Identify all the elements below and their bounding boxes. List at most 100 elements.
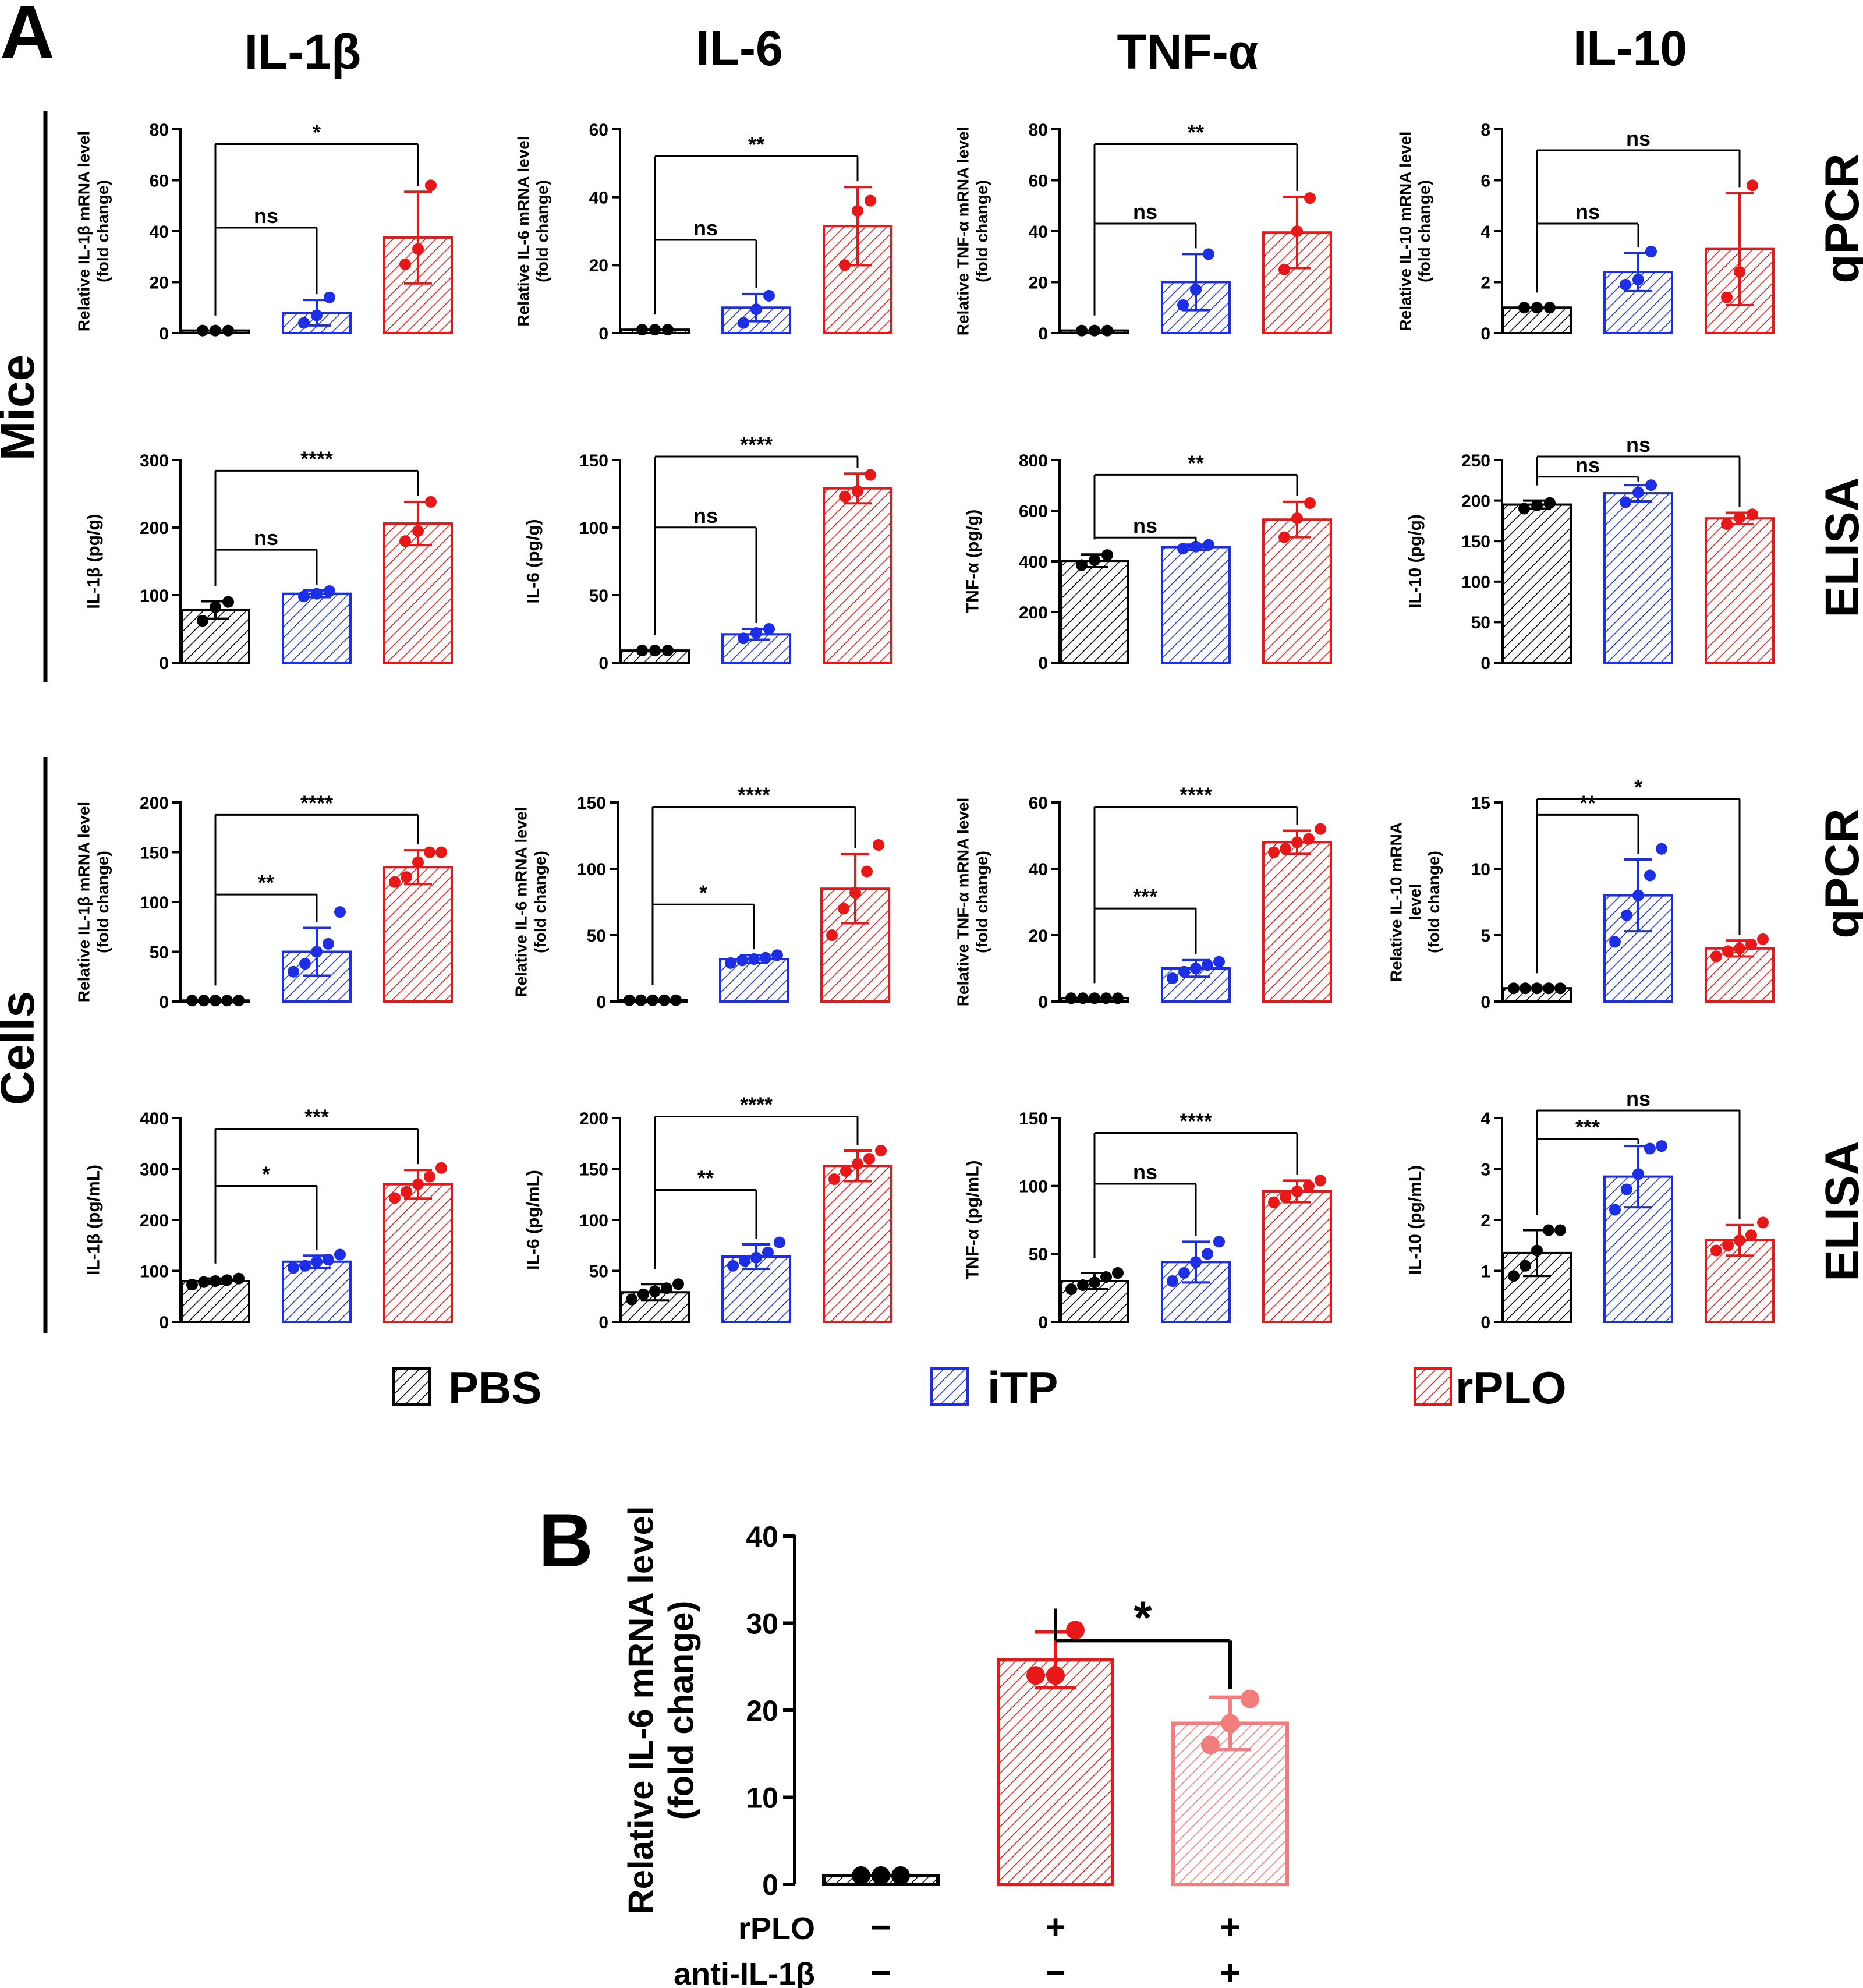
data-point bbox=[1066, 1621, 1085, 1640]
data-point bbox=[210, 995, 221, 1007]
y-tick-label: 50 bbox=[589, 586, 608, 606]
data-point bbox=[1747, 179, 1758, 192]
data-point bbox=[233, 1272, 245, 1285]
data-point bbox=[288, 1262, 299, 1274]
data-point bbox=[635, 994, 647, 1006]
significance-label: ns bbox=[1133, 1160, 1157, 1184]
bar-rplo bbox=[1262, 1190, 1332, 1323]
y-axis-label-line: IL-1β (pg/mL) bbox=[84, 1165, 104, 1275]
y-tick-label: 100 bbox=[140, 1262, 169, 1281]
y-axis-label-line: (fold change) bbox=[94, 851, 112, 953]
data-point bbox=[1315, 823, 1326, 835]
panel-label-b: B bbox=[539, 1498, 593, 1583]
data-point bbox=[1190, 284, 1202, 296]
y-tick-label: 15 bbox=[1471, 794, 1490, 813]
data-point bbox=[1089, 554, 1100, 566]
data-point bbox=[324, 585, 335, 597]
significance-label: ns bbox=[1575, 200, 1600, 224]
data-point bbox=[1213, 1236, 1225, 1248]
y-axis-label-line: TNF-α (pg/mL) bbox=[964, 1160, 983, 1279]
data-point bbox=[1531, 499, 1543, 511]
data-point bbox=[637, 1288, 649, 1300]
data-point bbox=[435, 1162, 447, 1174]
y-tick-label: 6 bbox=[1481, 171, 1490, 190]
significance-label: ns bbox=[693, 216, 718, 240]
y-tick-label: 200 bbox=[140, 794, 169, 813]
bar-itp bbox=[721, 633, 791, 664]
data-point bbox=[739, 1255, 750, 1267]
y-tick-label: 60 bbox=[1029, 794, 1048, 813]
data-point bbox=[1721, 518, 1733, 530]
data-point bbox=[1190, 540, 1202, 553]
y-tick-label: 150 bbox=[1019, 1109, 1048, 1129]
data-point bbox=[425, 496, 437, 508]
data-point bbox=[1656, 843, 1667, 855]
significance-label: **** bbox=[740, 433, 773, 457]
data-point bbox=[1734, 1234, 1745, 1246]
data-point bbox=[865, 469, 876, 481]
data-point bbox=[1065, 992, 1077, 1004]
y-tick-label: 0 bbox=[1038, 1313, 1048, 1332]
chart-r1c0: 0 100 200 300 IL-1β (pg/g) ns **** bbox=[84, 447, 453, 673]
chart-r0c0: 0 20 40 60 80 Relative IL-1β mRNA level (fold … bbox=[75, 121, 453, 344]
data-point bbox=[311, 1255, 323, 1268]
data-point bbox=[838, 903, 849, 915]
y-tick-label: 100 bbox=[1019, 1177, 1048, 1196]
data-point bbox=[1076, 324, 1088, 337]
data-point bbox=[1077, 992, 1089, 1004]
bar-itp bbox=[282, 592, 352, 664]
chart-r3c3: 0 1 2 3 4 IL-10 (pg/mL) *** ns bbox=[1406, 1087, 1775, 1332]
data-point bbox=[1089, 992, 1100, 1004]
data-point bbox=[197, 324, 208, 337]
data-point bbox=[1190, 1256, 1202, 1268]
y-tick-label: 150 bbox=[579, 1160, 608, 1179]
data-point bbox=[221, 995, 233, 1007]
data-point bbox=[1089, 324, 1100, 337]
bar-pbs bbox=[1502, 503, 1572, 664]
column-title-il10: IL-10 bbox=[1573, 21, 1687, 76]
data-point bbox=[1203, 248, 1214, 260]
y-tick-label: 200 bbox=[579, 1109, 608, 1129]
data-point bbox=[1201, 1735, 1220, 1754]
y-tick-label: 0 bbox=[1481, 654, 1490, 673]
row-label-cells: Cells bbox=[0, 991, 44, 1105]
y-tick-label: 100 bbox=[579, 1211, 608, 1230]
y-tick-label: 40 bbox=[1029, 860, 1048, 879]
data-point bbox=[626, 1293, 637, 1306]
y-axis-label-line: level bbox=[1406, 884, 1424, 920]
data-point bbox=[670, 994, 682, 1006]
y-axis-label-line: IL-10 (pg/mL) bbox=[1406, 1165, 1425, 1275]
y-axis-label-line: Relative IL-6 mRNA level bbox=[515, 136, 533, 326]
data-point bbox=[647, 994, 658, 1006]
y-tick-label: 600 bbox=[1019, 502, 1048, 521]
data-point bbox=[1621, 1183, 1632, 1195]
data-point bbox=[1520, 1260, 1531, 1272]
data-point bbox=[861, 865, 873, 878]
data-point bbox=[1518, 302, 1530, 314]
data-point bbox=[210, 1275, 221, 1287]
y-axis-label: IL-6 (pg/mL) bbox=[524, 1170, 543, 1270]
y-tick-label: 300 bbox=[140, 1160, 169, 1179]
y-axis-label: IL-1β (pg/g) bbox=[84, 514, 104, 609]
data-point bbox=[1745, 938, 1757, 950]
data-point bbox=[197, 615, 208, 627]
data-point bbox=[1721, 291, 1733, 303]
y-tick-label: 40 bbox=[1029, 222, 1048, 242]
bar-rplo bbox=[823, 487, 892, 664]
data-point bbox=[1508, 1270, 1520, 1282]
data-point bbox=[222, 596, 234, 608]
y-tick-label: 100 bbox=[140, 893, 169, 912]
y-tick-label: 0 bbox=[159, 654, 169, 673]
data-point bbox=[636, 645, 648, 657]
data-point bbox=[624, 994, 635, 1006]
data-point bbox=[399, 258, 411, 270]
y-axis-label: Relative TNF-α mRNA level (fold change) bbox=[954, 127, 991, 336]
condition-sign: + bbox=[1045, 1908, 1065, 1947]
data-point bbox=[1620, 278, 1631, 291]
data-point bbox=[1656, 1140, 1667, 1152]
y-axis-label-line: Relative IL-10 mRNA level bbox=[1397, 132, 1415, 331]
data-point bbox=[661, 1282, 672, 1294]
data-point bbox=[311, 309, 323, 321]
